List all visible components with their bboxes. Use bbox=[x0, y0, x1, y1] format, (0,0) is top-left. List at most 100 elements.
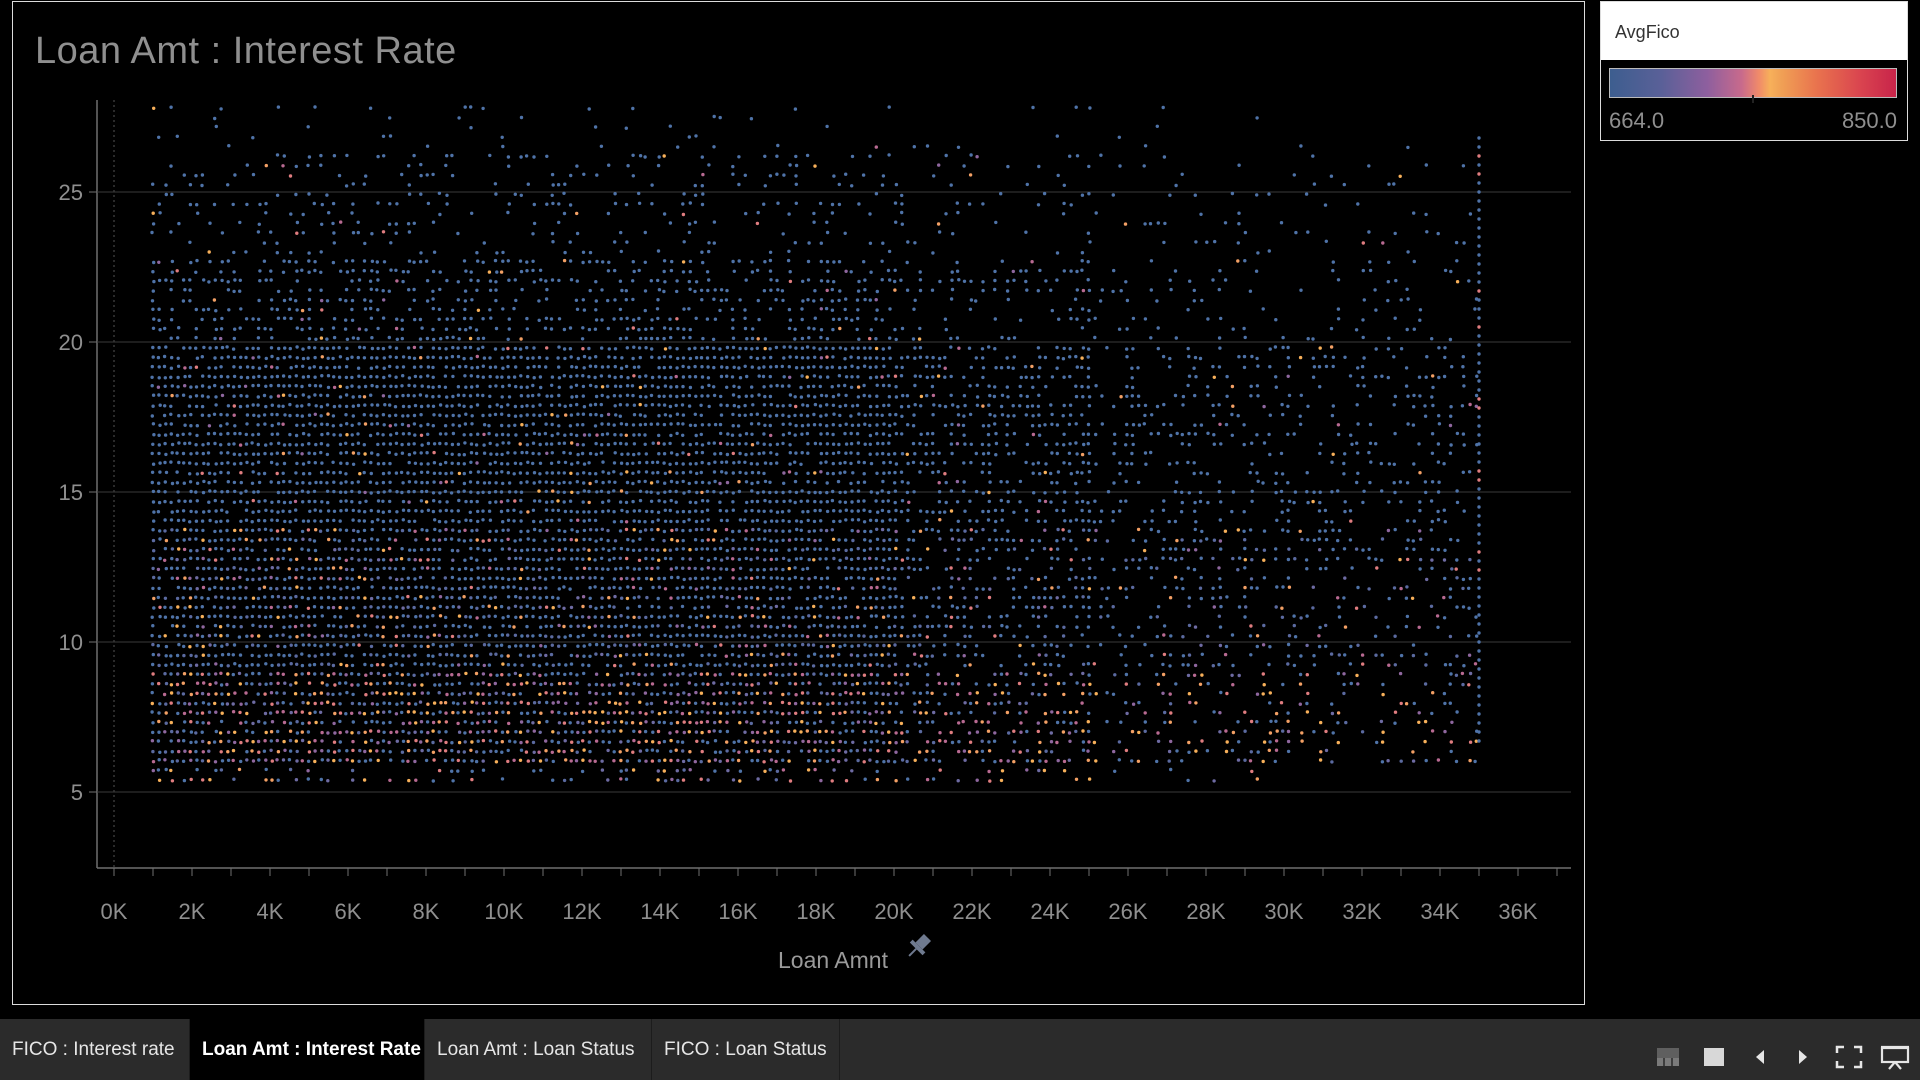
data-point[interactable] bbox=[725, 759, 730, 763]
data-point[interactable] bbox=[157, 711, 161, 715]
data-point[interactable] bbox=[476, 576, 480, 580]
data-point[interactable] bbox=[957, 721, 961, 725]
data-point[interactable] bbox=[538, 692, 542, 696]
data-point[interactable] bbox=[195, 615, 200, 620]
data-point[interactable] bbox=[176, 701, 181, 705]
data-point[interactable] bbox=[588, 576, 592, 580]
data-point[interactable] bbox=[1299, 654, 1303, 658]
data-point[interactable] bbox=[476, 480, 480, 485]
data-point[interactable] bbox=[831, 643, 835, 648]
data-point[interactable] bbox=[637, 460, 642, 465]
data-point[interactable] bbox=[837, 538, 841, 542]
data-point[interactable] bbox=[1130, 451, 1134, 456]
data-point[interactable] bbox=[562, 490, 566, 494]
data-point[interactable] bbox=[1362, 489, 1366, 493]
data-point[interactable] bbox=[300, 652, 304, 656]
data-point[interactable] bbox=[369, 460, 373, 465]
data-point[interactable] bbox=[549, 442, 554, 446]
data-point[interactable] bbox=[1387, 663, 1391, 667]
data-point[interactable] bbox=[526, 529, 530, 533]
data-point[interactable] bbox=[682, 720, 686, 724]
data-point[interactable] bbox=[813, 730, 817, 734]
data-point[interactable] bbox=[1436, 518, 1441, 522]
data-point[interactable] bbox=[300, 623, 304, 628]
data-point[interactable] bbox=[414, 702, 418, 706]
data-point[interactable] bbox=[1311, 499, 1315, 504]
data-point[interactable] bbox=[588, 528, 593, 532]
data-point[interactable] bbox=[263, 644, 267, 648]
data-point[interactable] bbox=[1461, 605, 1466, 609]
data-point[interactable] bbox=[525, 480, 529, 484]
data-point[interactable] bbox=[751, 739, 755, 743]
data-point[interactable] bbox=[151, 500, 156, 504]
data-point[interactable] bbox=[1225, 691, 1229, 696]
data-point[interactable] bbox=[538, 759, 543, 763]
data-point[interactable] bbox=[538, 615, 542, 620]
data-point[interactable] bbox=[774, 548, 779, 552]
data-point[interactable] bbox=[300, 586, 304, 590]
data-point[interactable] bbox=[1343, 576, 1347, 580]
data-point[interactable] bbox=[308, 663, 312, 667]
data-point[interactable] bbox=[993, 731, 997, 735]
data-point[interactable] bbox=[868, 452, 872, 456]
data-point[interactable] bbox=[394, 586, 399, 591]
data-point[interactable] bbox=[749, 596, 754, 600]
data-point[interactable] bbox=[531, 644, 536, 648]
data-point[interactable] bbox=[687, 489, 691, 494]
data-point[interactable] bbox=[980, 749, 985, 753]
data-point[interactable] bbox=[1055, 644, 1059, 648]
data-point[interactable] bbox=[256, 644, 260, 648]
data-point[interactable] bbox=[487, 481, 492, 485]
data-point[interactable] bbox=[706, 527, 711, 532]
data-point[interactable] bbox=[512, 682, 516, 687]
data-point[interactable] bbox=[232, 462, 237, 466]
data-point[interactable] bbox=[801, 710, 805, 715]
data-point[interactable] bbox=[158, 470, 162, 474]
data-point[interactable] bbox=[412, 673, 416, 677]
data-point[interactable] bbox=[724, 654, 728, 658]
data-point[interactable] bbox=[350, 654, 354, 658]
data-point[interactable] bbox=[1386, 625, 1390, 629]
data-point[interactable] bbox=[551, 663, 555, 667]
data-point[interactable] bbox=[420, 509, 424, 513]
data-point[interactable] bbox=[563, 460, 568, 465]
data-point[interactable] bbox=[420, 566, 424, 570]
data-point[interactable] bbox=[332, 740, 337, 744]
data-point[interactable] bbox=[651, 585, 655, 590]
data-point[interactable] bbox=[650, 604, 654, 609]
data-point[interactable] bbox=[375, 681, 380, 686]
data-point[interactable] bbox=[806, 662, 810, 666]
data-point[interactable] bbox=[887, 730, 891, 734]
data-point[interactable] bbox=[638, 710, 642, 715]
data-point[interactable] bbox=[749, 462, 754, 466]
data-point[interactable] bbox=[837, 450, 841, 455]
data-point[interactable] bbox=[699, 663, 703, 668]
data-point[interactable] bbox=[724, 509, 729, 513]
data-point[interactable] bbox=[269, 528, 273, 532]
data-point[interactable] bbox=[612, 585, 616, 590]
data-point[interactable] bbox=[393, 567, 398, 571]
data-point[interactable] bbox=[936, 470, 941, 474]
data-point[interactable] bbox=[308, 556, 312, 561]
data-point[interactable] bbox=[930, 654, 934, 658]
data-point[interactable] bbox=[1361, 662, 1365, 666]
data-point[interactable] bbox=[332, 471, 336, 475]
data-point[interactable] bbox=[570, 548, 574, 552]
data-point[interactable] bbox=[1080, 499, 1085, 504]
data-point[interactable] bbox=[331, 702, 336, 706]
data-point[interactable] bbox=[382, 643, 387, 647]
data-point[interactable] bbox=[905, 452, 909, 456]
data-point[interactable] bbox=[150, 690, 154, 695]
data-point[interactable] bbox=[182, 538, 186, 542]
data-point[interactable] bbox=[1200, 673, 1204, 677]
data-point[interactable] bbox=[1012, 634, 1016, 638]
data-point[interactable] bbox=[1386, 759, 1390, 763]
data-point[interactable] bbox=[743, 518, 747, 522]
data-point[interactable] bbox=[811, 643, 816, 647]
data-point[interactable] bbox=[1443, 548, 1447, 552]
data-point[interactable] bbox=[687, 625, 691, 630]
data-point[interactable] bbox=[587, 557, 591, 561]
data-point[interactable] bbox=[838, 500, 842, 504]
data-point[interactable] bbox=[245, 750, 249, 754]
data-point[interactable] bbox=[1348, 662, 1353, 666]
